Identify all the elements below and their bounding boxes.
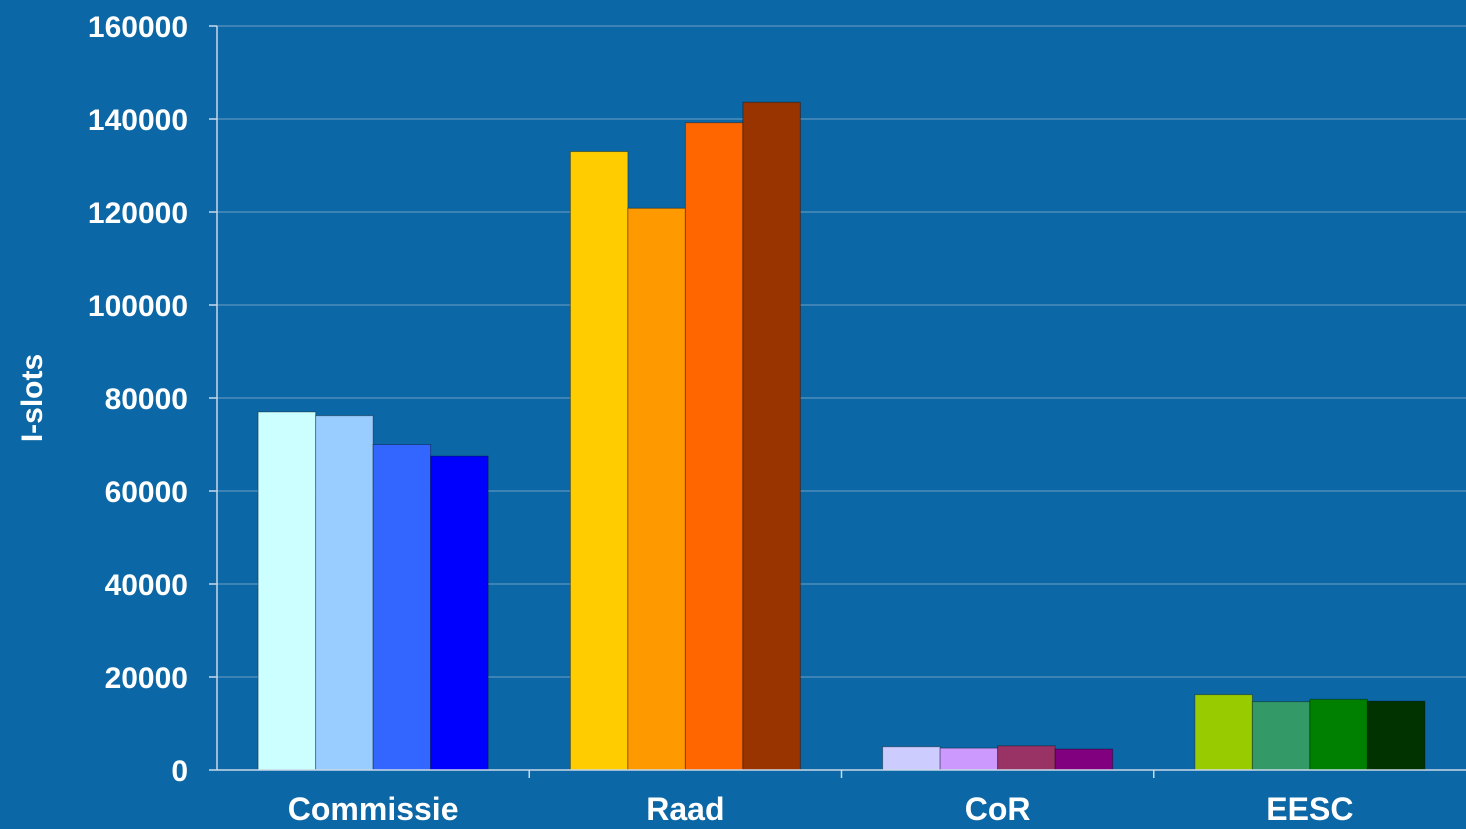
- bar: [1194, 694, 1253, 771]
- bar: [1309, 698, 1368, 771]
- y-tick-label: 120000: [88, 197, 188, 230]
- y-tick-label: 60000: [105, 476, 188, 509]
- bar: [882, 746, 941, 771]
- bar: [315, 415, 374, 771]
- y-tick-label: 0: [171, 755, 188, 788]
- y-tick-label: 140000: [88, 104, 188, 137]
- y-tick-label: 40000: [105, 569, 188, 602]
- y-axis-title: I-slots: [16, 354, 49, 442]
- y-tick-label: 160000: [88, 11, 188, 44]
- bar: [684, 122, 744, 771]
- bar: [430, 455, 489, 771]
- bar: [939, 747, 999, 771]
- bar: [1366, 700, 1426, 771]
- x-category-label: CoR: [965, 791, 1031, 827]
- bar: [627, 207, 686, 771]
- bar: [1251, 701, 1311, 771]
- bar: [569, 151, 629, 771]
- x-category-label: EESC: [1266, 791, 1353, 827]
- x-category-label: Raad: [646, 791, 724, 827]
- x-category-label: Commissie: [288, 791, 459, 827]
- bar: [742, 101, 801, 771]
- labels: 0 20000 40000 60000 80000 100000 120000 140000 1…: [88, 11, 1354, 827]
- y-tick-label: 100000: [88, 290, 188, 323]
- bar: [257, 411, 317, 771]
- bar: [1054, 748, 1114, 771]
- bar: [372, 444, 432, 771]
- bar: [997, 745, 1056, 771]
- axes: [209, 25, 1466, 778]
- y-tick-label: 20000: [105, 662, 188, 695]
- y-tick-label: 80000: [105, 383, 188, 416]
- bars: [257, 101, 1426, 771]
